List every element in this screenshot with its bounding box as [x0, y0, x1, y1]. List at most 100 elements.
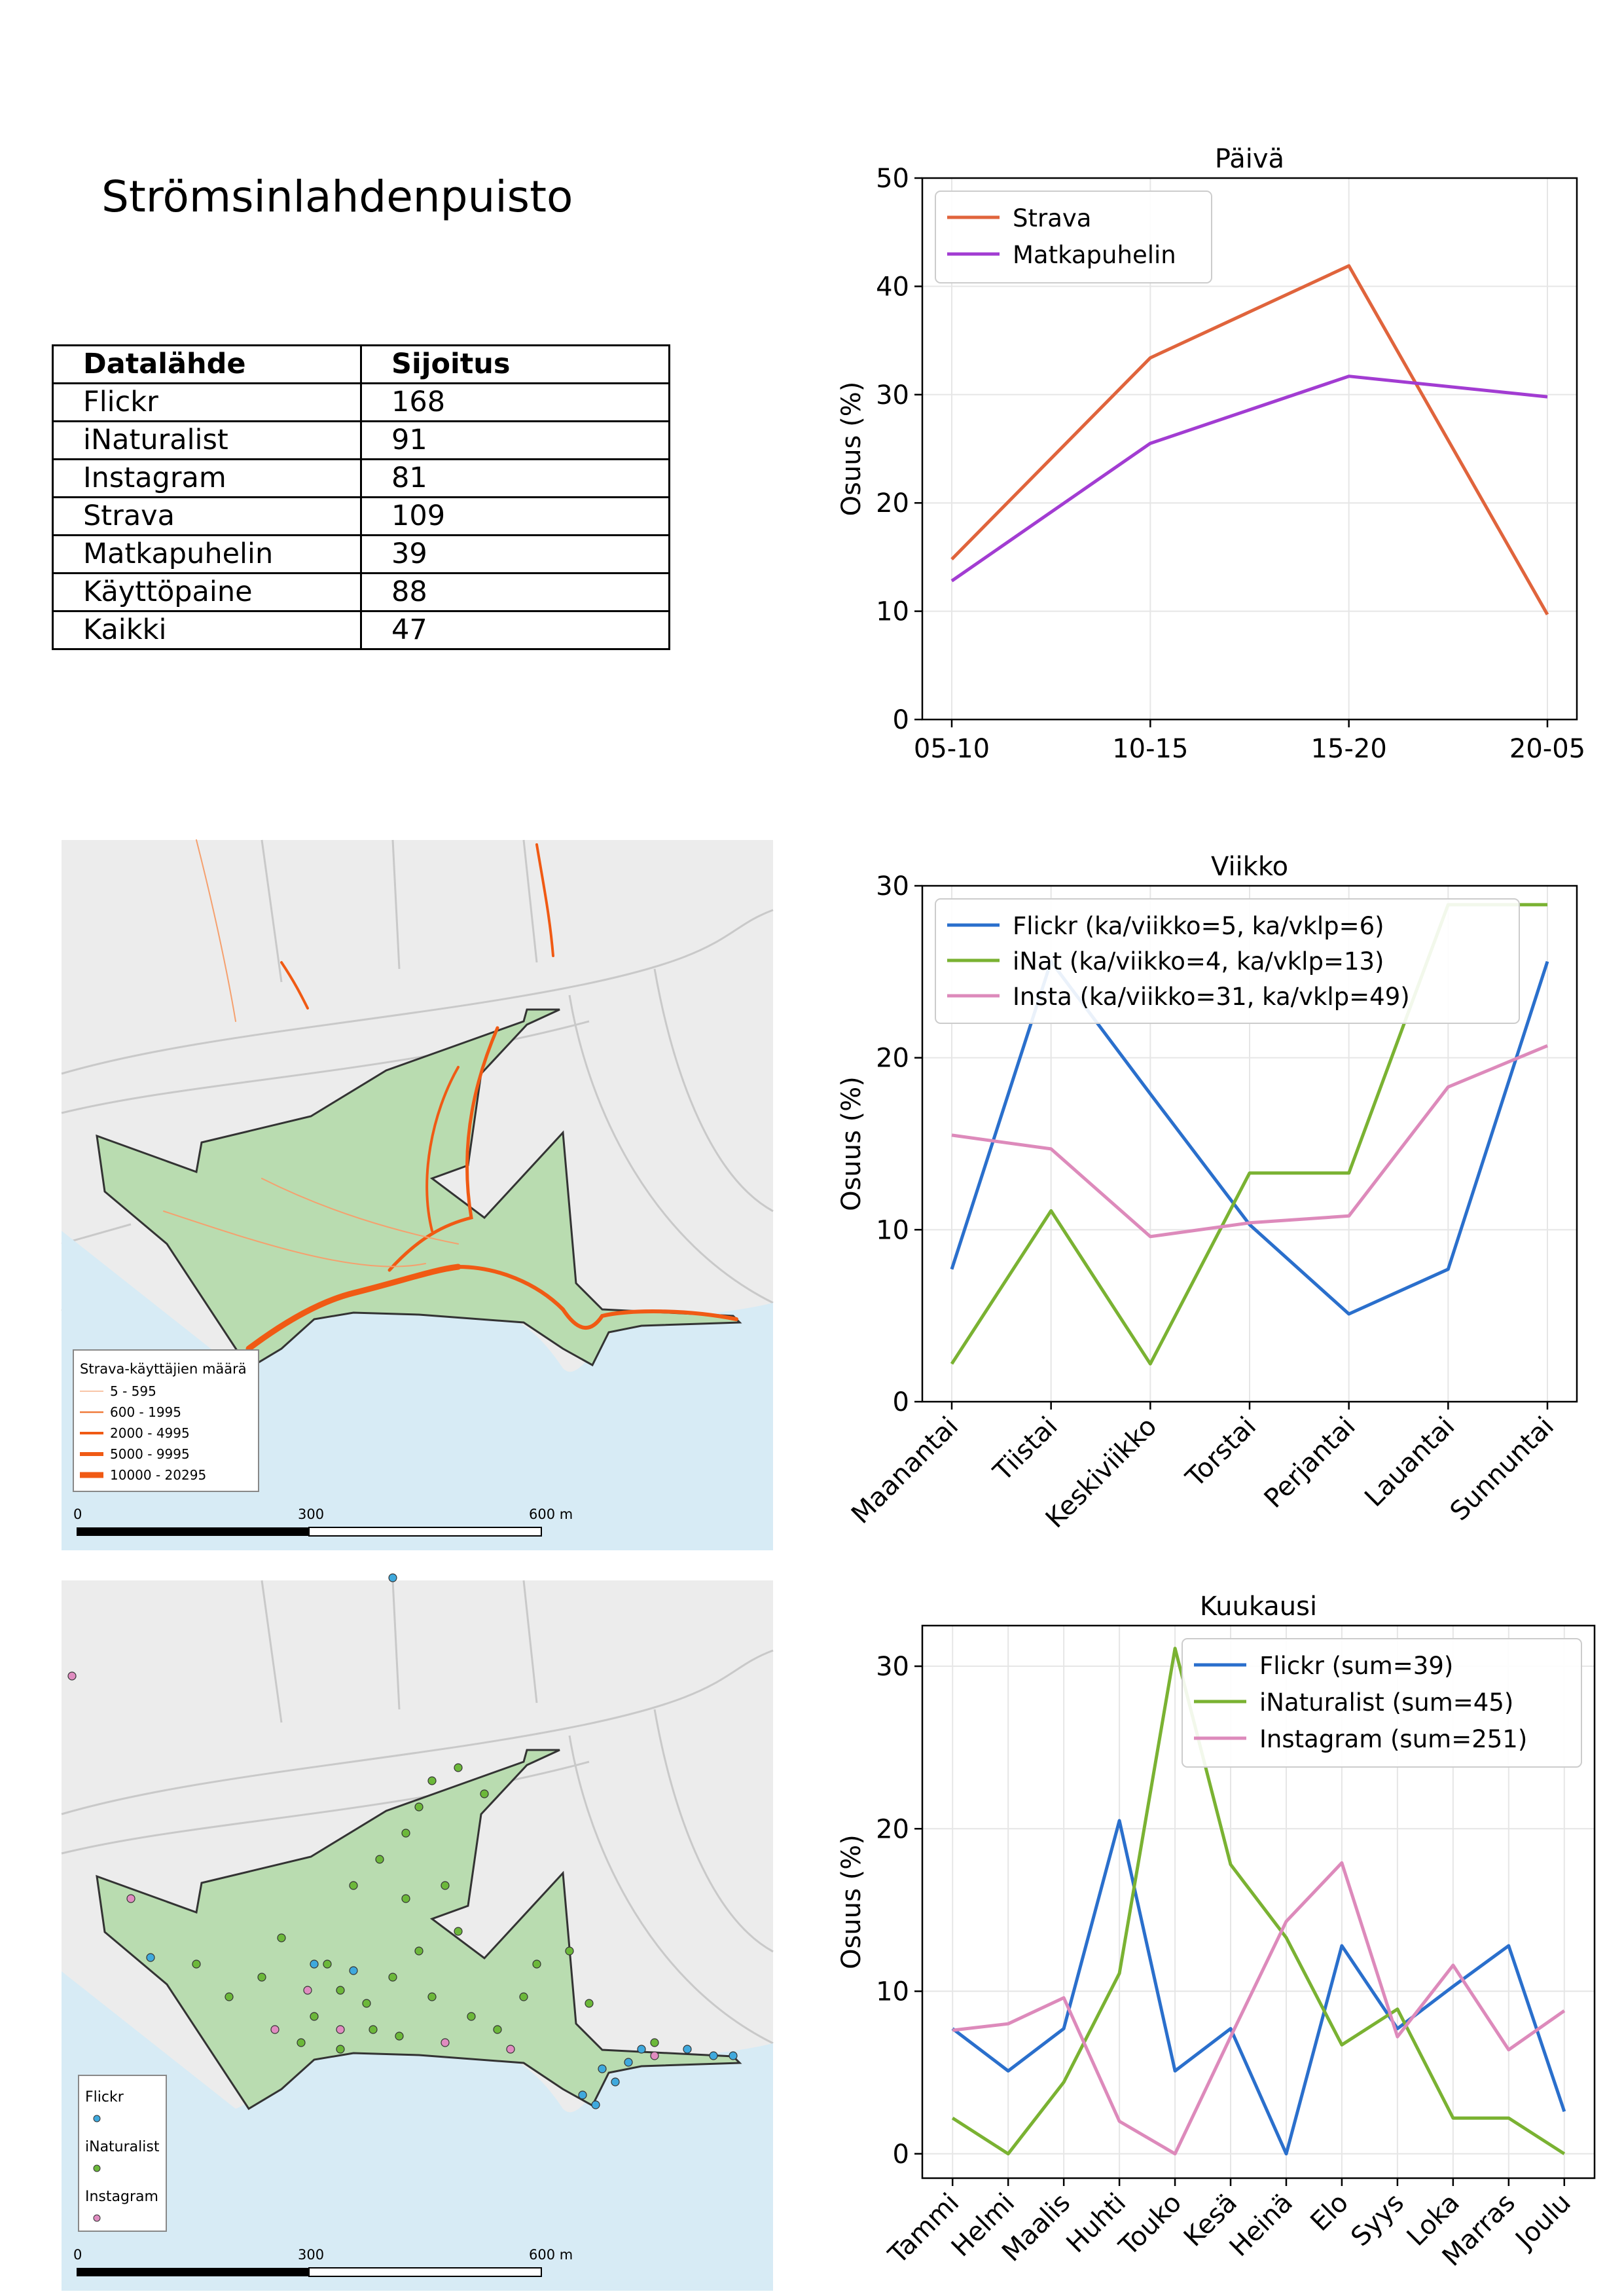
table-cell: 88 — [360, 572, 670, 612]
x-tick-label: Huhti — [1061, 2188, 1132, 2259]
water-area — [62, 1971, 773, 2291]
series-line — [950, 960, 1549, 1316]
observation-point — [427, 1776, 437, 1785]
observation-point — [493, 2025, 502, 2034]
y-tick-label: 20 — [876, 488, 909, 519]
observation-point — [303, 1986, 312, 1995]
y-tick-label: 10 — [876, 597, 909, 627]
strava-scale-bar: 0 300 600 m — [73, 1506, 573, 1537]
observation-point — [192, 1959, 201, 1969]
series-line — [951, 1044, 1548, 1239]
legend-label: Matkapuhelin — [1013, 241, 1176, 269]
table-header-row: Datalähde Sijoitus — [52, 344, 670, 384]
observation-point — [519, 1992, 528, 2001]
x-tick-label: Lauantai — [1359, 1412, 1460, 1513]
observation-point — [624, 2058, 633, 2067]
scale-label: 300 — [298, 2247, 324, 2263]
strava-routes — [163, 839, 738, 1352]
y-tick-label: 30 — [876, 871, 909, 902]
table-row: Käyttöpaine 88 — [52, 572, 670, 612]
table-cell: 81 — [360, 458, 670, 498]
observation-point — [414, 1946, 424, 1956]
x-tick-label: Heinä — [1224, 2188, 1299, 2263]
observation-point — [585, 1999, 594, 2008]
y-tick-label: 50 — [876, 164, 909, 194]
table-cell: 91 — [360, 420, 670, 460]
y-tick-label: 0 — [893, 705, 909, 735]
table-row: Strava 109 — [52, 496, 670, 536]
points-legend-item: Flickr — [85, 2089, 124, 2105]
table-row: Kaikki 47 — [52, 610, 670, 650]
observation-point — [67, 1671, 77, 1681]
y-axis-label: Osuus (%) — [837, 382, 867, 517]
strava-legend-item: 2000 - 4995 — [110, 1425, 190, 1441]
observation-point — [257, 1973, 266, 1982]
strava-legend-item: 10000 - 20295 — [110, 1467, 206, 1483]
table-row: Matkapuhelin 39 — [52, 534, 670, 574]
x-tick-label: Loka — [1401, 2188, 1466, 2252]
legend-label: Insta (ka/viikko=31, ka/vklp=49) — [1013, 983, 1410, 1011]
observation-point — [310, 2012, 319, 2021]
chart-title: Päivä — [1215, 144, 1284, 174]
strava-legend — [73, 1349, 259, 1492]
observation-point — [401, 1894, 410, 1903]
x-tick-label: Maanantai — [846, 1412, 964, 1530]
plot-frame — [921, 1624, 1596, 2179]
plot-frame — [921, 177, 1578, 721]
page-title: Strömsinlahdenpuisto — [101, 172, 573, 222]
observation-point — [441, 1881, 450, 1890]
map-streets — [61, 839, 774, 1376]
observation-point — [146, 1953, 155, 1962]
x-tick-label: Kesä — [1178, 2188, 1243, 2253]
observation-point — [297, 2038, 306, 2047]
strava-legend-title: Strava-käyttäjien määrä — [80, 1361, 247, 1377]
chart-legend: Strava Matkapuhelin — [935, 191, 1212, 283]
table-cell: 168 — [360, 382, 670, 422]
observation-point — [323, 1959, 332, 1969]
chart-legend: Flickr (ka/viikko=5, ka/vklp=6) iNat (ka/… — [935, 898, 1520, 1024]
y-tick-label: 0 — [893, 1387, 909, 1417]
y-tick-label: 0 — [893, 2140, 909, 2170]
observation-point — [362, 1999, 371, 2008]
chart-legend: Flickr (sum=39) iNaturalist (sum=45) Insta… — [1182, 1638, 1582, 1768]
x-tick-label: Touko — [1113, 2188, 1188, 2263]
plot-frame — [921, 884, 1578, 1403]
observation-point — [441, 2038, 450, 2047]
series-line — [951, 1647, 1566, 2156]
points-legend — [78, 2075, 167, 2232]
observation-point — [650, 2051, 659, 2060]
y-tick-label: 10 — [876, 1215, 909, 1245]
park-area — [96, 1749, 742, 2111]
legend-label: Flickr (ka/viikko=5, ka/vklp=6) — [1013, 912, 1384, 940]
x-tick-label: Syys — [1345, 2188, 1410, 2253]
x-tick-label: Marras — [1437, 2188, 1521, 2272]
x-tick-label: Tammi — [882, 2188, 965, 2270]
observation-point — [729, 2051, 738, 2060]
scale-label: 0 — [73, 1506, 82, 1522]
observation-point — [683, 2045, 692, 2054]
strava-legend-item: 5 - 595 — [110, 1383, 156, 1399]
scale-label: 0 — [73, 2247, 82, 2263]
y-tick-label: 30 — [876, 380, 909, 410]
legend-label: iNat (ka/viikko=4, ka/vklp=13) — [1013, 947, 1384, 975]
observation-point — [565, 1946, 574, 1956]
map-background — [62, 840, 773, 1550]
table-cell: Matkapuhelin — [52, 534, 362, 574]
x-tick-label: Maalis — [996, 2188, 1076, 2268]
observation-point — [126, 1894, 135, 1903]
table-cell: 39 — [360, 534, 670, 574]
observation-point — [591, 2100, 600, 2109]
observation-point — [454, 1927, 463, 1936]
table-cell: Strava — [52, 496, 362, 536]
legend-label: Instagram (sum=251) — [1259, 1725, 1527, 1753]
observation-point — [369, 2025, 378, 2034]
table-cell: iNaturalist — [52, 420, 362, 460]
x-tick-label: 20-05 — [1509, 734, 1585, 764]
observation-point — [225, 1992, 234, 2001]
map-streets — [61, 1580, 774, 2045]
series-line — [950, 374, 1548, 583]
observation-point — [336, 2025, 345, 2034]
observation-point — [467, 2012, 476, 2021]
legend-label: Flickr (sum=39) — [1259, 1652, 1453, 1680]
table-header-rank: Sijoitus — [360, 344, 670, 384]
